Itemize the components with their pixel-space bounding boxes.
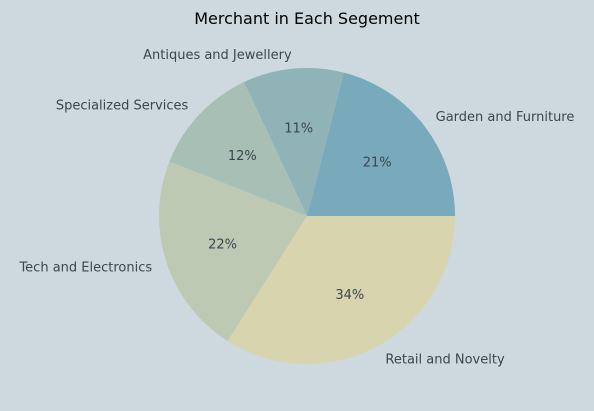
pie-category-label-1: Antiques and Jewellery bbox=[143, 48, 292, 63]
pie-category-labels: Garden and Furniture Antiques and Jewelle… bbox=[18, 48, 574, 368]
pie-percent-label-1: 11% bbox=[284, 122, 313, 137]
pie-slice-0 bbox=[307, 72, 456, 216]
pie-slice-3 bbox=[158, 161, 307, 341]
chart-title: Merchant in Each Segement bbox=[194, 9, 420, 28]
pie-percent-label-0: 21% bbox=[363, 156, 392, 171]
pie-category-label-3: Tech and Electronics bbox=[18, 260, 152, 275]
pie-percent-label-2: 12% bbox=[228, 149, 257, 164]
pie-category-label-0: Garden and Furniture bbox=[436, 110, 575, 125]
pie-percent-label-4: 34% bbox=[335, 288, 364, 303]
pie-category-label-4: Retail and Novelty bbox=[385, 353, 505, 368]
pie-slice-2 bbox=[169, 82, 307, 216]
pie-percent-labels: 21% 11% 12% 22% 34% bbox=[208, 122, 392, 303]
pie-slice-1 bbox=[243, 68, 344, 216]
pie-category-label-2: Specialized Services bbox=[56, 99, 189, 114]
pie-slices bbox=[158, 68, 456, 364]
pie-slice-4 bbox=[227, 216, 455, 364]
pie-percent-label-3: 22% bbox=[208, 237, 237, 252]
